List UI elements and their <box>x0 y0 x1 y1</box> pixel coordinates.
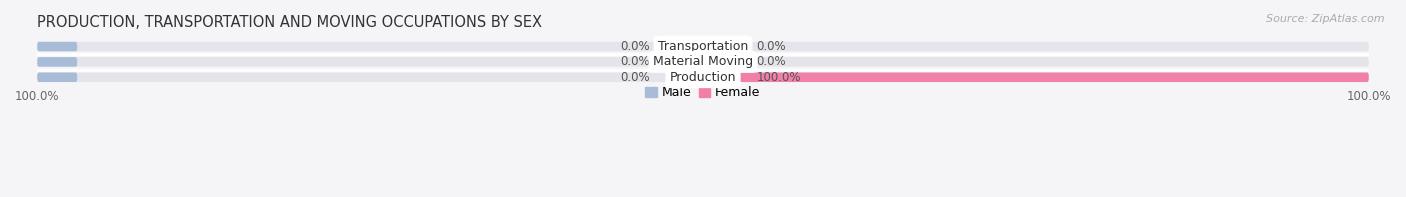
Text: Material Moving: Material Moving <box>652 55 754 68</box>
FancyBboxPatch shape <box>37 72 1369 82</box>
Text: 100.0%: 100.0% <box>756 71 801 84</box>
FancyBboxPatch shape <box>37 72 77 82</box>
Text: 0.0%: 0.0% <box>756 40 786 53</box>
Text: Transportation: Transportation <box>658 40 748 53</box>
FancyBboxPatch shape <box>37 42 1369 51</box>
Text: 0.0%: 0.0% <box>620 55 650 68</box>
Text: Source: ZipAtlas.com: Source: ZipAtlas.com <box>1267 14 1385 24</box>
Text: 0.0%: 0.0% <box>756 55 786 68</box>
FancyBboxPatch shape <box>37 57 77 67</box>
Text: 0.0%: 0.0% <box>620 40 650 53</box>
FancyBboxPatch shape <box>37 42 77 51</box>
FancyBboxPatch shape <box>703 72 1369 82</box>
Text: 0.0%: 0.0% <box>620 71 650 84</box>
Legend: Male, Female: Male, Female <box>641 81 765 104</box>
FancyBboxPatch shape <box>703 57 742 67</box>
FancyBboxPatch shape <box>37 57 1369 67</box>
Text: Production: Production <box>669 71 737 84</box>
FancyBboxPatch shape <box>703 42 742 51</box>
Text: PRODUCTION, TRANSPORTATION AND MOVING OCCUPATIONS BY SEX: PRODUCTION, TRANSPORTATION AND MOVING OC… <box>37 15 543 30</box>
